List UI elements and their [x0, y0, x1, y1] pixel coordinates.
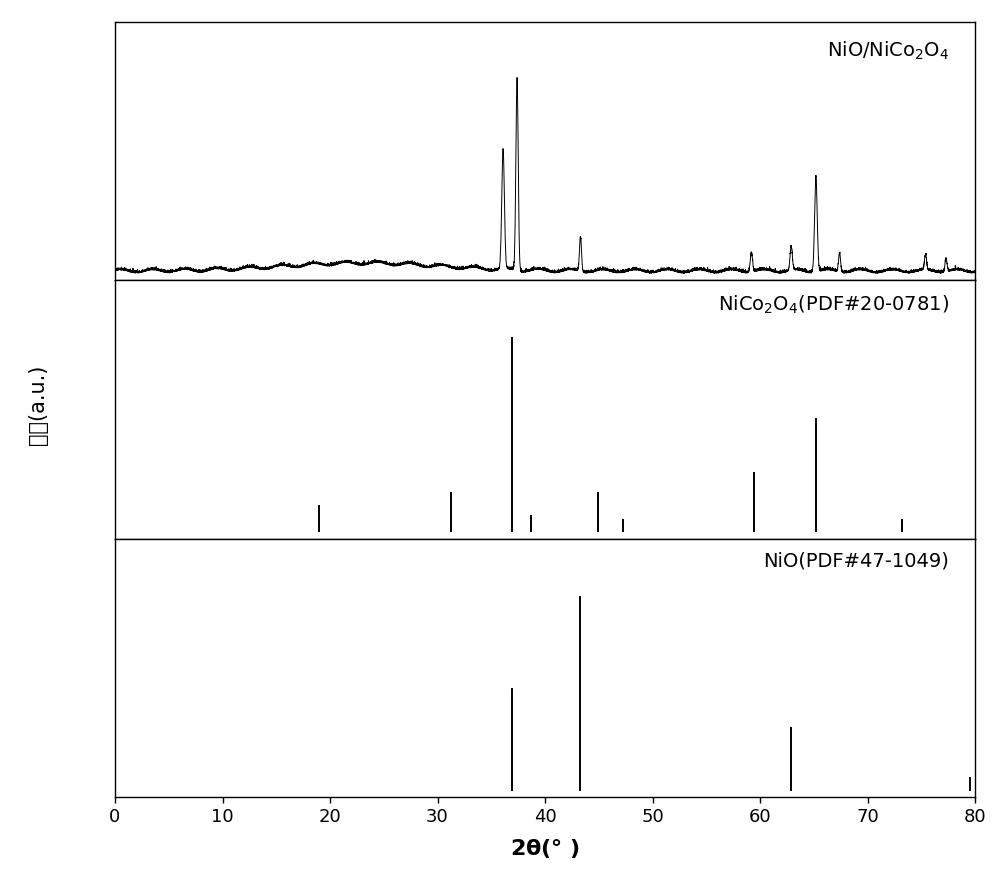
Text: NiO/NiCo$_2$O$_4$: NiO/NiCo$_2$O$_4$ — [827, 41, 949, 63]
X-axis label: $\bf{2\theta(°\ )}$: $\bf{2\theta(°\ )}$ — [510, 837, 580, 860]
Text: NiO(PDF#47-1049): NiO(PDF#47-1049) — [763, 552, 949, 571]
Text: NiCo$_2$O$_4$(PDF#20-0781): NiCo$_2$O$_4$(PDF#20-0781) — [718, 293, 949, 315]
Text: 强度(a.u.): 强度(a.u.) — [28, 365, 48, 446]
